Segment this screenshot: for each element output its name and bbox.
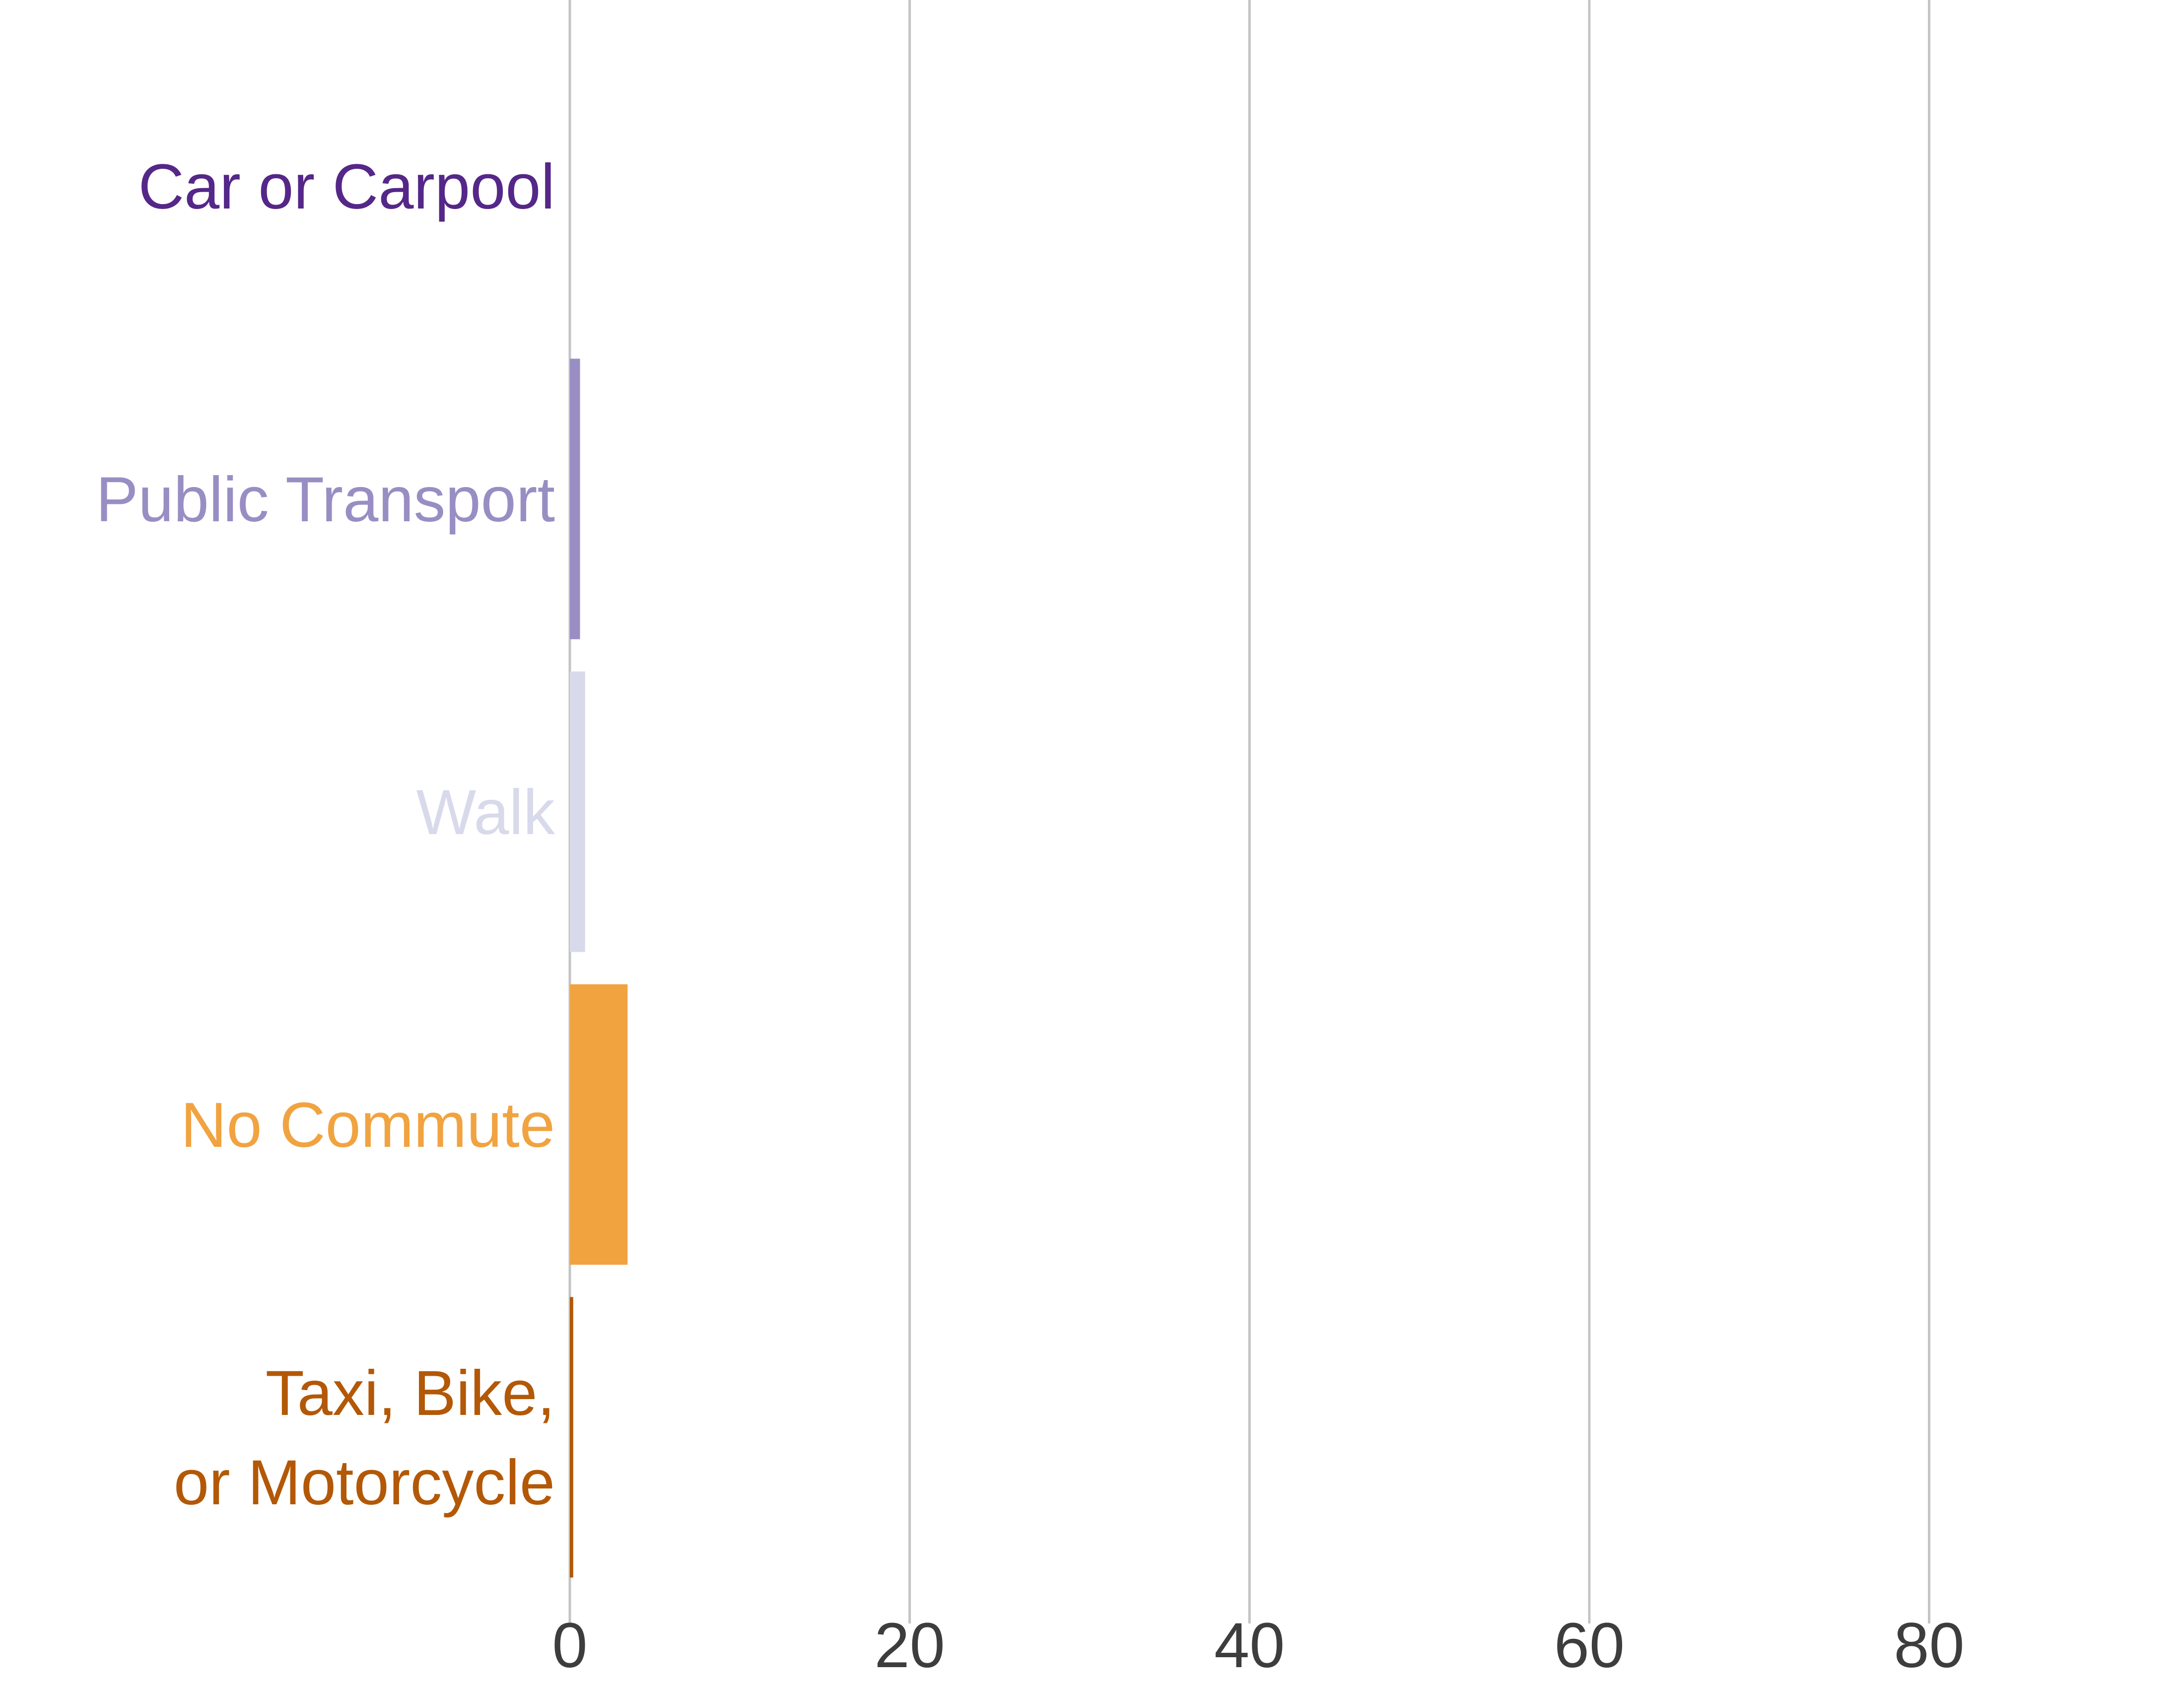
x-tick-label-60: 60 bbox=[1554, 1610, 1625, 1681]
category-label-line: No Commute bbox=[181, 1090, 555, 1161]
bar-4 bbox=[570, 1297, 573, 1578]
category-label-line: Taxi, Bike, bbox=[266, 1358, 555, 1429]
x-tick-label-80: 80 bbox=[1894, 1610, 1964, 1681]
gridlines bbox=[568, 0, 1931, 1623]
bar-1 bbox=[570, 358, 580, 639]
category-label-3: No Commute bbox=[181, 1090, 555, 1161]
x-tick-label-0: 0 bbox=[552, 1610, 587, 1681]
category-label-line: Public Transport bbox=[96, 464, 555, 535]
bars bbox=[570, 358, 628, 1578]
category-label-line: or Motorcycle bbox=[174, 1447, 555, 1518]
category-label-0: Car or Carpool bbox=[138, 151, 555, 222]
x-tick-label-40: 40 bbox=[1214, 1610, 1285, 1681]
category-label-4: Taxi, Bike, or Motorcycle bbox=[174, 1358, 555, 1518]
category-label-line: Car or Carpool bbox=[138, 151, 555, 222]
x-axis-tick-labels: 0 20 40 60 80 bbox=[552, 1610, 1964, 1681]
category-label-2: Walk bbox=[416, 777, 555, 848]
category-label-line: Walk bbox=[416, 777, 555, 848]
bar-3 bbox=[570, 984, 628, 1265]
x-tick-label-20: 20 bbox=[874, 1610, 945, 1681]
category-labels: Car or Carpool Public Transport Walk No Com… bbox=[96, 151, 555, 1518]
category-label-1: Public Transport bbox=[96, 464, 555, 535]
bar-2 bbox=[570, 671, 585, 952]
